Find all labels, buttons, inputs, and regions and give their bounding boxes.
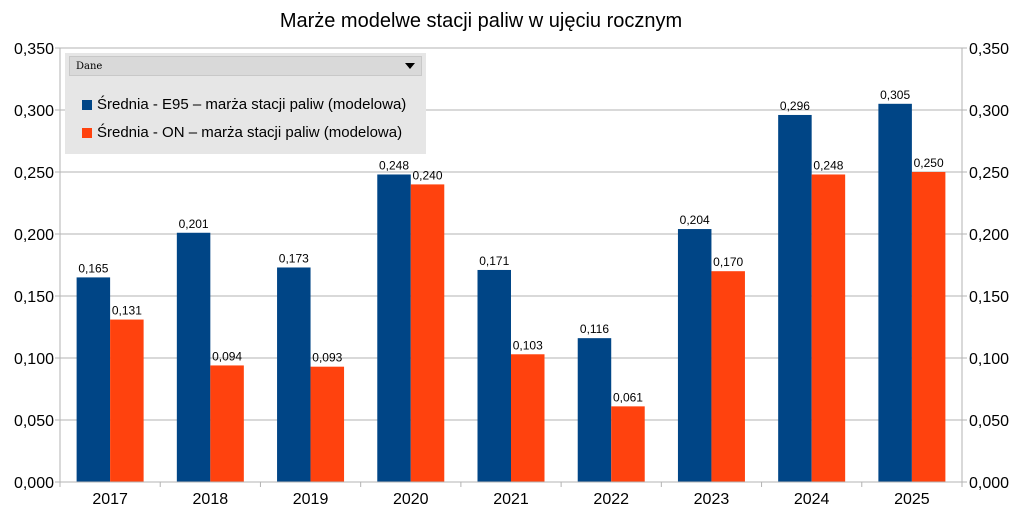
- bar: [511, 354, 545, 482]
- bar: [377, 174, 411, 483]
- y-tick-label-left: 0,100: [14, 351, 54, 368]
- data-label: 0,204: [680, 213, 710, 227]
- x-tick-label: 2025: [894, 491, 930, 508]
- data-label: 0,103: [513, 338, 543, 352]
- y-tick-label-left: 0,050: [14, 413, 54, 430]
- y-tick-label-left: 0,350: [14, 41, 54, 58]
- chart-title: Marże modelwe stacji paliw w ujęciu rocz…: [280, 10, 682, 32]
- y-tick-label-right: 0,000: [969, 475, 1009, 492]
- x-tick-label: 2017: [92, 491, 128, 508]
- y-tick-label-right: 0,050: [969, 413, 1009, 430]
- y-tick-label-left: 0,300: [14, 103, 54, 120]
- x-tick-label: 2020: [393, 491, 429, 508]
- bar: [310, 366, 345, 482]
- legend-data-dropdown[interactable]: Dane: [69, 56, 422, 76]
- data-label: 0,171: [479, 254, 509, 268]
- x-tick-label: 2019: [293, 491, 329, 508]
- bar: [176, 232, 211, 482]
- data-label: 0,131: [112, 304, 142, 318]
- bar: [210, 365, 244, 482]
- data-label: 0,061: [613, 390, 643, 404]
- y-tick-label-right: 0,100: [969, 351, 1009, 368]
- axes: 0,000 0,000 0,050 0,050 0,100 0,100 0,150 0,150…: [14, 41, 1009, 508]
- data-label: 0,170: [713, 255, 743, 269]
- data-label: 0,116: [580, 322, 609, 336]
- bar: [110, 319, 144, 482]
- y-tick-label-left: 0,200: [14, 227, 54, 244]
- bar: [878, 103, 912, 483]
- legend-swatch-on: [82, 127, 92, 138]
- data-labels: 0,165 0,131 0,201 0,094 0,173 0,093 0,248 0,240…: [78, 88, 944, 405]
- bar: [577, 338, 612, 482]
- data-label: 0,250: [914, 156, 944, 170]
- data-label: 0,201: [179, 217, 209, 231]
- bar: [677, 229, 712, 482]
- bar: [76, 277, 111, 482]
- y-tick-label-right: 0,250: [969, 165, 1009, 182]
- legend-item-on: Średnia - ON – marża stacji paliw (model…: [82, 124, 402, 141]
- y-tick-label-left: 0,250: [14, 165, 54, 182]
- data-label: 0,165: [78, 261, 108, 275]
- x-tick-label: 2021: [493, 491, 529, 508]
- bar: [811, 174, 846, 483]
- x-tick-label: 2018: [193, 491, 229, 508]
- data-label: 0,173: [279, 251, 309, 265]
- y-tick-label-right: 0,150: [969, 289, 1009, 306]
- legend-item-e95: Średnia - E95 – marża stacji paliw (mode…: [82, 96, 406, 113]
- legend: Dane Średnia - E95 – marża stacji paliw …: [65, 53, 426, 154]
- bar: [711, 271, 745, 482]
- x-tick-label: 2023: [694, 491, 730, 508]
- y-tick-label-right: 0,350: [969, 41, 1009, 58]
- bar: [410, 184, 445, 482]
- bar: [477, 269, 511, 482]
- bar: [611, 406, 645, 482]
- legend-swatch-e95: [82, 99, 92, 110]
- x-tick-label: 2024: [794, 491, 830, 508]
- legend-label-e95: Średnia - E95 – marża stacji paliw (mode…: [97, 96, 407, 113]
- y-tick-label-left: 0,000: [14, 475, 54, 492]
- data-label: 0,248: [813, 158, 843, 172]
- legend-label-on: Średnia - ON – marża stacji paliw (model…: [97, 124, 403, 141]
- y-tick-label-right: 0,300: [969, 103, 1009, 120]
- chevron-down-icon: [405, 63, 415, 69]
- bars: [76, 103, 946, 483]
- dropdown-label: Dane: [76, 60, 103, 72]
- x-tick-label: 2022: [593, 491, 629, 508]
- bar: [778, 114, 812, 483]
- data-label: 0,305: [880, 88, 910, 102]
- bar: [911, 172, 946, 482]
- bar: [277, 267, 311, 482]
- y-tick-label-left: 0,150: [14, 289, 54, 306]
- y-tick-label-right: 0,200: [969, 227, 1009, 244]
- data-label: 0,094: [212, 349, 242, 363]
- data-label: 0,296: [780, 99, 810, 113]
- data-label: 0,240: [413, 168, 443, 182]
- data-label: 0,248: [379, 158, 409, 172]
- data-label: 0,093: [312, 351, 342, 365]
